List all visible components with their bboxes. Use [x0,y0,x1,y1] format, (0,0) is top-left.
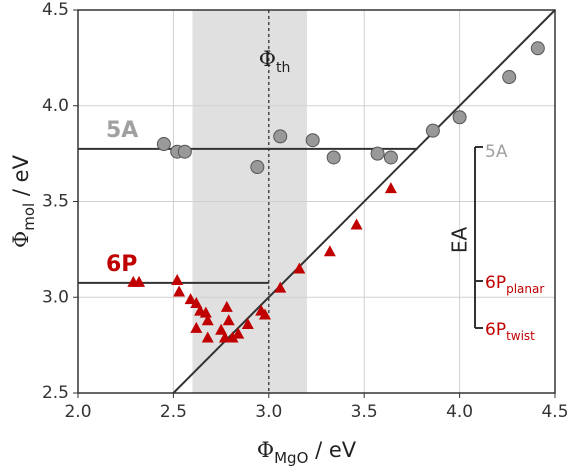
reference-label: 6P [106,252,137,277]
data-point [425,123,440,138]
x-axis-sub: MgO [274,449,308,467]
threshold-label: Φth [259,47,291,77]
data-point [222,314,235,326]
x-axis-unit: / eV [308,438,356,462]
data-point [201,314,214,326]
reference-label: 5A [106,118,138,143]
data-point [190,296,203,308]
y-tick-label: 3.0 [42,287,69,307]
x-tick-label: 4.5 [541,402,568,422]
x-tick-label: 4.0 [446,402,473,422]
data-point [274,281,287,293]
data-point [220,300,233,312]
threshold-symbol: Φ [259,47,276,71]
data-point [133,275,146,287]
y-axis-label: Φmol / eV [9,154,38,248]
data-point [305,133,320,148]
bracket-level: 5A [485,142,508,162]
bracket-level: 6Pplanar [485,273,544,296]
y-tick-label: 4.0 [42,96,69,116]
data-point [273,129,288,144]
x-tick-label: 2.0 [64,402,91,422]
data-point [241,318,254,330]
data-point [530,41,545,56]
level-sub: twist [506,329,535,343]
data-point [250,160,265,175]
data-point [452,110,467,125]
identity-line [172,9,556,394]
data-point [190,321,203,333]
data-point [173,285,186,297]
y-axis-symbol: Φ [9,231,33,248]
x-tick-label: 2.5 [160,402,187,422]
data-point [232,327,245,339]
data-point [226,331,239,343]
x-axis-symbol: Φ [257,438,274,462]
level-sub: planar [506,282,544,296]
data-point [199,306,212,318]
data-point [370,146,385,161]
data-point [184,293,197,305]
x-tick-label: 3.5 [351,402,378,422]
data-point [383,150,398,165]
level-main: 5A [485,142,508,162]
data-point [323,245,336,257]
y-tick-label: 3.5 [42,192,69,212]
data-point [218,331,231,343]
data-point [171,274,184,286]
y-axis-sub: mol [20,203,38,231]
data-point [326,150,341,165]
data-point [258,308,271,320]
data-point [201,331,214,343]
data-point [293,262,306,274]
x-axis-label: ΦMgO / eV [257,438,357,467]
x-tick-label: 3.0 [255,402,282,422]
data-point [502,70,517,85]
bracket-level: 6Ptwist [485,320,535,343]
data-point [156,137,171,152]
data-point [215,323,228,335]
plot-frame [77,9,556,394]
data-point [384,182,397,194]
y-tick-label: 2.5 [42,383,69,403]
bracket-label: EA [448,227,472,254]
threshold-sub: th [276,60,290,76]
y-axis-unit: / eV [9,154,33,202]
level-main: 6P [485,273,506,293]
level-main: 6P [485,320,506,340]
y-tick-label: 4.5 [42,0,69,20]
data-point [350,218,363,230]
data-point [177,144,192,159]
